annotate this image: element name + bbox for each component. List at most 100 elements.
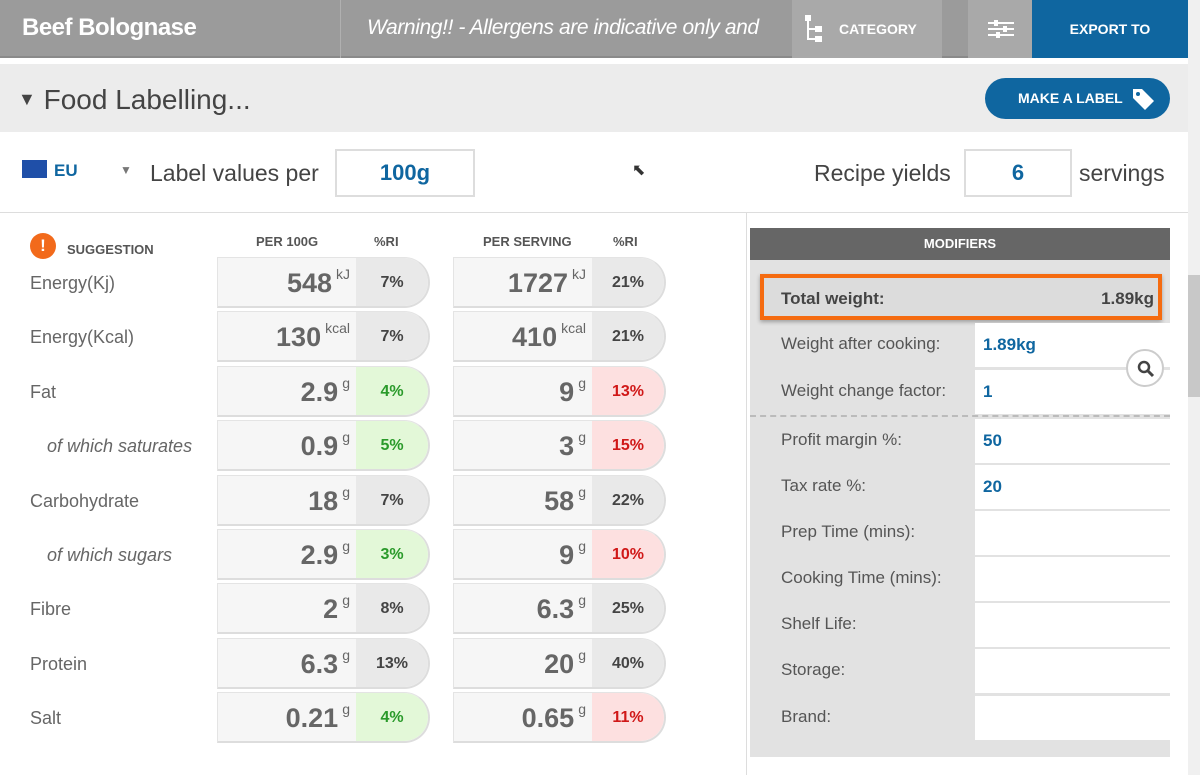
value: 9 — [559, 376, 575, 407]
ri-serving: 40% — [592, 638, 664, 687]
value: 0.9 — [300, 431, 339, 462]
per-100g-value: 0.9 g — [300, 429, 350, 462]
nutrient-label: Fat — [30, 381, 57, 402]
modifier-input[interactable] — [975, 511, 1170, 555]
per-100g-value: 18 g — [308, 483, 350, 517]
unit: kJ — [572, 266, 586, 282]
per-serving-cell: 6.3 g 25% — [453, 583, 666, 635]
unit: g — [578, 701, 586, 718]
section-toggle[interactable]: ▼ Food Labelling... — [18, 84, 251, 116]
modifier-label: Weight after cooking: — [781, 334, 941, 353]
modifier-input[interactable] — [975, 649, 1170, 693]
unit: g — [342, 429, 350, 446]
mouse-cursor-icon: ⬉ — [632, 162, 646, 179]
unit: g — [342, 374, 350, 391]
unit: g — [578, 646, 586, 663]
modifier-row: Shelf Life: — [750, 603, 1170, 647]
unit: g — [342, 592, 350, 609]
modifier-row: Tax rate %: 20 — [750, 465, 1170, 509]
per-serving-value: 6.3 g — [537, 592, 586, 625]
per-serving-cell: 410 kcal 21% — [453, 311, 666, 363]
value: 18 — [308, 485, 339, 516]
modifier-label: Profit margin %: — [781, 430, 902, 449]
search-icon — [1137, 360, 1155, 378]
per-100g-cell: 6.3 g 13% — [217, 637, 430, 689]
total-weight-value: 1.89kg — [1101, 289, 1154, 308]
per-100g-cell: 548 kJ 7% — [217, 257, 430, 308]
per-100g-value: 130 kcal — [276, 320, 350, 353]
eu-flag-icon — [22, 160, 47, 178]
recipe-yields-label: Recipe yields — [814, 160, 951, 186]
nutrient-label: Carbohydrate — [30, 490, 140, 511]
per-serving-value: 1727 kJ — [508, 266, 586, 299]
recipe-title: Beef Bolognase — [22, 14, 197, 41]
modifier-row: Profit margin %: 50 — [750, 419, 1170, 463]
make-label-button[interactable]: MAKE A LABEL — [985, 78, 1170, 119]
modifier-row: Brand: — [750, 696, 1170, 740]
filter-button[interactable] — [968, 0, 1032, 58]
ri-100g: 4% — [356, 693, 428, 742]
per-serving-value: 58 g — [544, 483, 586, 517]
per-100g-cell: 130 kcal 7% — [217, 311, 430, 363]
allergen-warning: Warning!! - Allergens are indicative onl… — [340, 0, 792, 58]
ri-serving: 22% — [592, 475, 664, 524]
ri-100g: 7% — [356, 312, 428, 361]
dropdown-caret-icon[interactable]: ▼ — [120, 163, 132, 177]
suggestion-alert-icon[interactable]: ! — [30, 233, 56, 259]
scrollbar-thumb[interactable] — [1188, 275, 1200, 397]
per-100g-value: 0.21 g — [286, 701, 350, 734]
per-serving-value: 20 g — [544, 646, 586, 680]
modifier-label: Prep Time (mins): — [781, 522, 916, 541]
modifier-input[interactable] — [975, 603, 1170, 647]
unit: g — [342, 646, 350, 663]
value: 3 — [559, 431, 575, 462]
sliders-icon — [988, 20, 1014, 38]
modifier-input[interactable] — [975, 696, 1170, 740]
ri-100g: 8% — [356, 584, 428, 633]
divider — [0, 212, 1188, 213]
value: 2.9 — [300, 376, 339, 407]
modifier-label: Weight change factor: — [781, 381, 947, 400]
category-button[interactable]: CATEGORY — [792, 0, 942, 58]
modifier-row: Weight after cooking: 1.89kg — [750, 323, 1170, 367]
unit: g — [578, 483, 586, 500]
panel-divider — [746, 213, 747, 775]
ri-serving: 13% — [592, 366, 664, 415]
value: 410 — [512, 322, 558, 353]
ri-serving: 21% — [592, 258, 664, 306]
ri-100g: 4% — [356, 366, 428, 415]
export-button[interactable]: EXPORT TO — [1032, 0, 1188, 58]
modifier-label: Cooking Time (mins): — [781, 568, 942, 587]
modifier-label: Storage: — [781, 660, 846, 679]
modifier-input[interactable] — [975, 557, 1170, 601]
per-100g-value: 2.9 g — [300, 374, 350, 408]
servings-input[interactable]: 6 — [964, 149, 1072, 197]
region-select[interactable]: EU — [54, 161, 78, 180]
search-button[interactable] — [1126, 349, 1164, 387]
per-amount-input[interactable]: 100g — [335, 149, 475, 197]
value: 2.9 — [300, 540, 339, 570]
modifier-label: Shelf Life: — [781, 614, 857, 633]
unit: g — [342, 701, 350, 718]
modifier-label: Tax rate %: — [781, 476, 867, 495]
modifier-input[interactable]: 50 — [975, 419, 1170, 463]
header-ri-100g: %RI — [374, 234, 399, 249]
nutrient-label: Energy(Kcal) — [30, 327, 135, 348]
dashed-separator — [750, 415, 1170, 417]
total-weight-label: Total weight: — [781, 289, 885, 308]
ri-serving: 21% — [592, 312, 664, 361]
header-per-100g: PER 100G — [256, 234, 319, 249]
suggestion-label[interactable]: SUGGESTION — [67, 242, 154, 257]
per-100g-cell: 2.9 g 4% — [217, 365, 430, 417]
unit: g — [578, 374, 586, 391]
modifier-input[interactable]: 20 — [975, 465, 1170, 509]
section-title: Food Labelling... — [43, 84, 251, 115]
nutrient-label: Protein — [30, 653, 88, 674]
servings-label: servings — [1079, 160, 1165, 186]
unit: g — [342, 483, 350, 500]
